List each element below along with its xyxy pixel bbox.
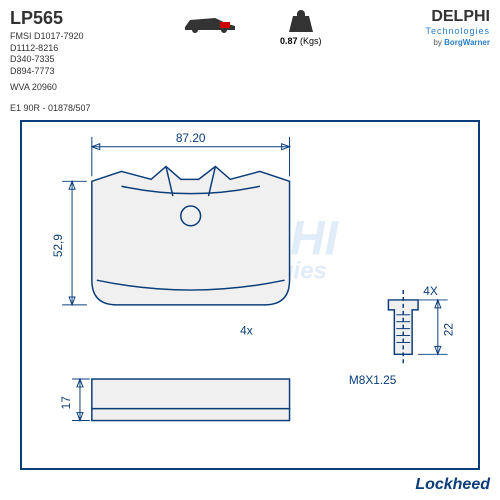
part-number: LP565 [10, 8, 91, 29]
dim-thickness: 17 [59, 396, 73, 409]
brand-logo: DELPHI [425, 8, 490, 26]
dim-bolt-len: 22 [442, 323, 456, 336]
fmsi-code-0: FMSI D1017-7920 [10, 31, 91, 43]
footer-brand: Lockheed [415, 476, 490, 494]
dim-width: 87.20 [176, 131, 206, 145]
header-left: LP565 FMSI D1017-7920 D1112-8216 D340-73… [10, 8, 91, 113]
dim-height: 52,9 [51, 234, 65, 257]
bolt-qty: 4X [423, 284, 438, 298]
pad-qty: 4x [240, 324, 253, 338]
weight-value: 0.87 (Kgs) [280, 36, 322, 46]
ece-code: E1 90R - 01878/507 [10, 103, 91, 113]
fmsi-code-1: D1112-8216 [10, 43, 91, 55]
drawing-area: 87.20 52,9 4x 17 4X 22 [20, 120, 480, 470]
weight-icon [287, 10, 315, 34]
brand-tagline: Technologies [425, 26, 490, 36]
fmsi-code-3: D894-7773 [10, 66, 91, 78]
header: LP565 FMSI D1017-7920 D1112-8216 D340-73… [0, 0, 500, 121]
fmsi-code-2: D340-7335 [10, 54, 91, 66]
wva-code: WVA 20960 [10, 82, 91, 94]
car-icon [180, 12, 240, 39]
header-right: DELPHI Technologies by BorgWarner [425, 8, 490, 113]
brand-byline: by BorgWarner [425, 38, 490, 47]
bolt-thread: M8X1.25 [349, 373, 397, 387]
weight-block: 0.87 (Kgs) [280, 10, 322, 46]
technical-drawing: 87.20 52,9 4x 17 4X 22 [22, 122, 478, 468]
